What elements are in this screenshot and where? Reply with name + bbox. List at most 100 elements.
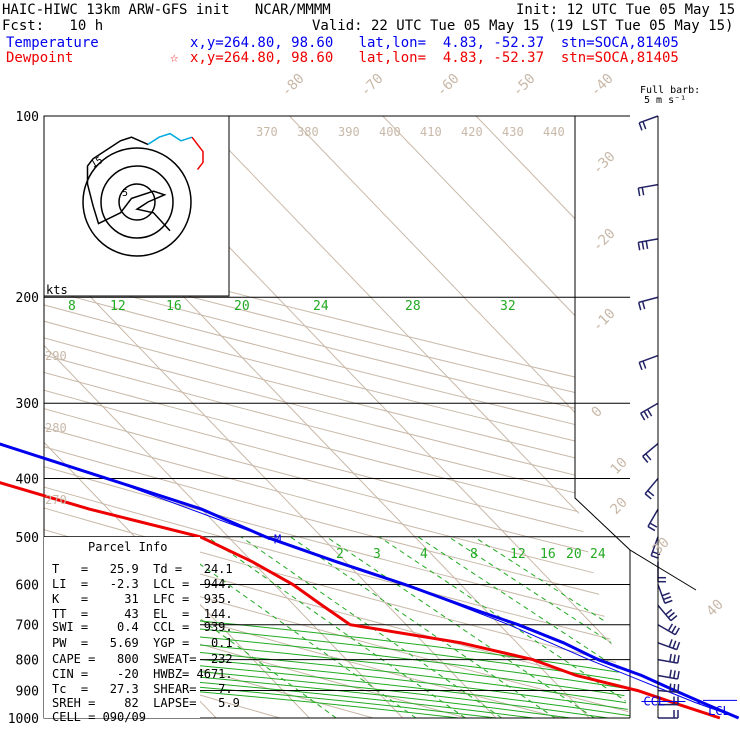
parcel-info-row: CIN = -20 HWBZ= 4671. xyxy=(52,667,233,681)
pressure-tick-label: 900 xyxy=(16,684,39,699)
theta-label: 400 xyxy=(379,125,401,139)
hodograph-ring xyxy=(100,165,174,239)
dry-adiabat-line xyxy=(44,116,630,718)
wind-barb-flag xyxy=(645,240,649,249)
parcel-info-row: TT = 43 EL = 144. xyxy=(52,607,233,621)
wind-barb xyxy=(637,183,659,197)
dry-adiabat-line xyxy=(44,116,630,718)
isotherm-line xyxy=(475,116,630,718)
mixing-ratio-label: 12 xyxy=(110,299,126,314)
pressure-tick-label: 400 xyxy=(16,472,39,487)
wind-barb-axis-edge xyxy=(629,549,697,591)
mixing-ratio-label: 24 xyxy=(590,547,606,562)
wind-barb-flag xyxy=(638,122,643,131)
dry-adiabat-line xyxy=(44,116,561,718)
wind-barb-flag xyxy=(669,683,672,692)
isotherm-label: 0 xyxy=(589,404,606,421)
isotherm-label: -80 xyxy=(279,71,308,100)
wind-barb xyxy=(657,653,680,664)
wind-barb xyxy=(657,561,666,583)
wind-barb-flag xyxy=(647,525,656,532)
wind-barb-flag xyxy=(637,242,641,251)
theta-label: 270 xyxy=(45,493,67,507)
moist-adiabat-line xyxy=(44,296,630,718)
parcel-info-box xyxy=(44,537,200,718)
wind-barb-flag xyxy=(667,623,674,632)
diagram-frame-right xyxy=(574,116,631,718)
theta-label: 290 xyxy=(45,349,67,363)
isotherm-label: -40 xyxy=(588,71,617,100)
wind-barb-staff xyxy=(657,604,672,622)
dry-adiabat-line xyxy=(44,116,630,718)
wind-barb-flag xyxy=(668,639,673,648)
theta-label: 280 xyxy=(45,421,67,435)
pressure-tick-label: 1000 xyxy=(8,712,39,727)
mixing-ratio-label: 32 xyxy=(500,299,516,314)
dry-adiabat-line xyxy=(44,116,630,718)
wind-barb-staff xyxy=(642,442,659,457)
hodograph-ring xyxy=(118,183,156,221)
wind-barb-flag xyxy=(670,614,678,622)
isotherm-label: -30 xyxy=(590,149,619,178)
wind-barb-flag xyxy=(661,592,670,597)
wind-barb xyxy=(657,669,680,680)
isotherm-label: -50 xyxy=(510,71,539,100)
wind-barb-flag xyxy=(642,455,649,463)
theta-label: 410 xyxy=(420,125,442,139)
isotherm-label: 20 xyxy=(608,495,631,518)
dry-adiabat-line xyxy=(44,116,630,718)
parcel-info-row: PW = 5.69 YGP = 0.1 xyxy=(52,636,233,650)
wind-barb-flag xyxy=(640,412,646,421)
wind-barb-flag xyxy=(665,608,673,616)
parcel-info-row: SREH = 82 LAPSE= 5.9 xyxy=(52,696,240,710)
theta-label: 420 xyxy=(461,125,483,139)
wind-barb-flag xyxy=(676,670,680,680)
wind-barb-flag xyxy=(676,641,681,650)
parcel-ascent-line xyxy=(0,443,739,719)
isotherm-line xyxy=(382,116,630,718)
isotherm-line xyxy=(44,116,310,718)
header-init: Init: 12 UTC Tue 05 May 15 xyxy=(516,2,736,18)
wind-barb-staff xyxy=(644,477,659,495)
theta-label: 380 xyxy=(297,125,319,139)
wind-barb xyxy=(657,639,681,651)
dry-adiabat-line xyxy=(44,116,467,718)
wind-barb-staff xyxy=(657,658,678,664)
wind-barb-staff xyxy=(638,354,659,364)
barb-legend-speed: 5 m s⁻¹ xyxy=(644,95,687,106)
mixing-ratio-label: 28 xyxy=(405,299,421,314)
wind-barb-flag xyxy=(673,683,676,692)
pressure-tick-label: 100 xyxy=(16,110,39,125)
hodograph-trace xyxy=(147,132,193,146)
dry-adiabat-line xyxy=(44,116,630,718)
wind-barb-flag xyxy=(672,640,677,649)
dry-adiabat-line xyxy=(44,116,374,718)
mixing-ratio-label: 2 xyxy=(336,547,344,562)
mixing-ratio-label: 12 xyxy=(510,547,526,562)
header-valid: Valid: 22 UTC Tue 05 May 15 (19 LST Tue … xyxy=(312,18,734,34)
wind-barb-flag xyxy=(677,684,680,693)
wind-barb xyxy=(658,696,679,706)
hodograph-units: kts xyxy=(46,283,68,297)
theta-label: 390 xyxy=(338,125,360,139)
star-icon: ☆ xyxy=(170,50,179,66)
pressure-tick-label: 700 xyxy=(16,619,39,634)
hodograph-ring xyxy=(82,147,192,257)
wind-barb-flag xyxy=(646,408,653,417)
header-title: HAIC-HIWC 13km ARW-GFS init NCAR/MMMM xyxy=(2,2,331,18)
moist-adiabat-line xyxy=(44,296,571,718)
isotherm-label: -70 xyxy=(358,71,387,100)
mixing-ratio-label: 4 xyxy=(420,547,428,562)
wind-barb-flag xyxy=(641,241,645,250)
dry-adiabat-line xyxy=(44,116,630,718)
wind-barb-flag xyxy=(673,670,676,679)
pressure-tick-label: 600 xyxy=(16,578,39,593)
pressure-tick-label: 200 xyxy=(16,291,39,306)
wind-barb xyxy=(658,710,679,719)
dry-adiabat-line xyxy=(44,116,630,718)
mixing-ratio-label: 16 xyxy=(166,299,182,314)
wind-barb-flag xyxy=(669,669,672,678)
mixing-ratio-label: 24 xyxy=(313,299,329,314)
parcel-info-row: SWI = 0.4 CCL = 939. xyxy=(52,620,233,634)
